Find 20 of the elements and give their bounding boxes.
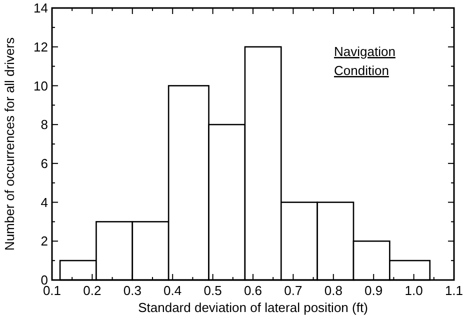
- y-tick-label: 6: [40, 156, 48, 171]
- x-tick-label: 0.4: [164, 283, 182, 298]
- y-tick-label: 10: [34, 78, 48, 94]
- x-tick-label: 0.7: [284, 283, 302, 298]
- x-tick-label: 0.8: [324, 283, 342, 298]
- y-axis-title: Number of occurrences for all drivers: [2, 36, 17, 251]
- y-tick-label: 14: [34, 0, 48, 16]
- y-tick-label: 12: [34, 39, 48, 54]
- x-tick-label: 0.3: [123, 283, 142, 298]
- y-tick-label: 2: [40, 234, 48, 249]
- x-tick-label: 0.5: [204, 283, 222, 298]
- annotation: Navigation Condition: [334, 44, 396, 78]
- x-tick-label: 0.6: [244, 283, 262, 298]
- x-tick-label: 1.1: [444, 283, 464, 298]
- x-tick-label: 1.0: [404, 283, 423, 298]
- x-tick-label: 0.9: [364, 283, 383, 298]
- x-axis-title: Standard deviation of lateral position (ft): [138, 300, 368, 315]
- y-tick-label: 4: [40, 194, 48, 210]
- y-tick-label: 8: [40, 117, 48, 132]
- x-tick-label: 0.2: [83, 283, 102, 298]
